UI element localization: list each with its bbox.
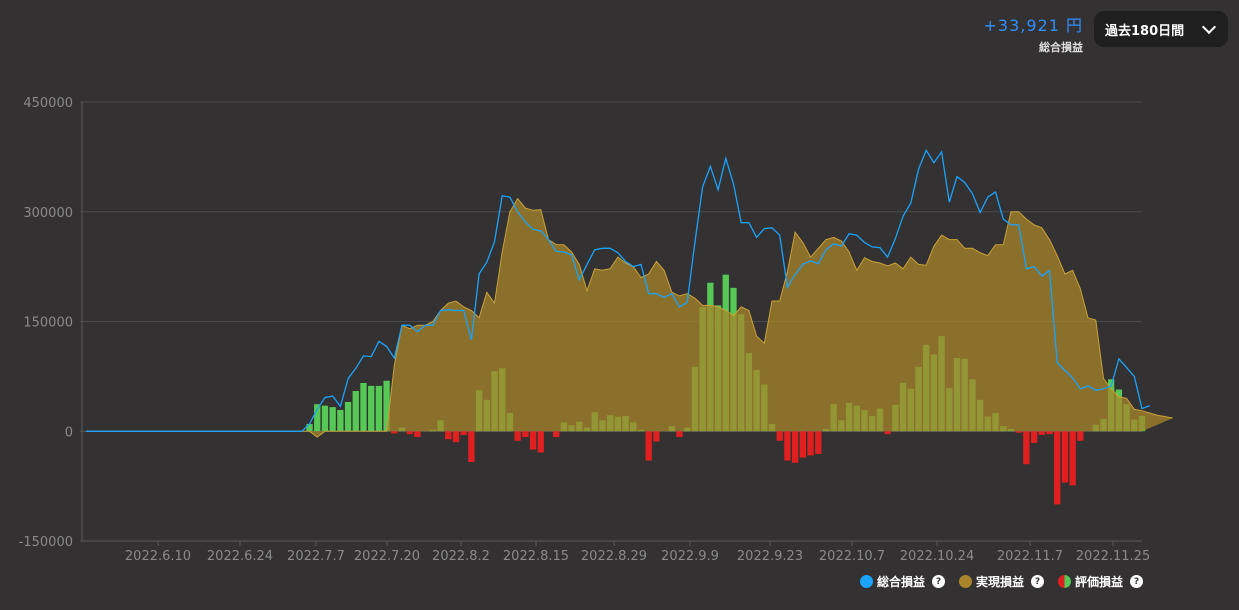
bar-unrealized xyxy=(352,391,359,432)
x-tick-label: 2022.7.7 xyxy=(287,549,345,564)
bar-unrealized xyxy=(1069,431,1076,486)
y-tick-label: 300000 xyxy=(23,206,73,221)
total-line xyxy=(86,148,1150,432)
legend-realized-dot-icon xyxy=(958,575,972,588)
legend-item-realized[interactable]: 実現損益 ? xyxy=(958,573,1044,590)
x-tick-label: 2022.10.24 xyxy=(900,549,974,564)
legend-total-label: 総合損益 xyxy=(876,575,925,589)
total-value: +33,921 円 xyxy=(983,16,1083,35)
bar-unrealized xyxy=(445,431,452,440)
legend-unrealized-split-dot-icon xyxy=(1057,575,1071,588)
bar-unrealized xyxy=(1023,431,1030,465)
bar-unrealized xyxy=(406,431,413,435)
period-select-label: 過去180日間 xyxy=(1105,23,1185,39)
legend-unrealized-label: 評価損益 xyxy=(1074,575,1123,589)
bar-unrealized xyxy=(815,431,822,454)
bar-unrealized xyxy=(368,385,375,432)
bar-unrealized xyxy=(676,431,683,438)
bar-unrealized xyxy=(514,431,521,441)
help-icon[interactable]: ? xyxy=(931,575,945,588)
bar-unrealized xyxy=(306,423,313,432)
bar-unrealized xyxy=(1015,431,1022,433)
x-tick-label: 2022.10.7 xyxy=(819,549,885,564)
bar-unrealized xyxy=(807,431,814,456)
bar-unrealized xyxy=(329,407,336,432)
bar-unrealized xyxy=(314,404,321,432)
bar-unrealized xyxy=(537,431,544,453)
x-tick-label: 2022.8.29 xyxy=(581,549,647,564)
legend-total-dot-icon xyxy=(859,575,873,588)
bar-unrealized xyxy=(1038,431,1045,435)
x-tick-label: 2022.9.23 xyxy=(737,549,803,564)
x-tick-label: 2022.6.24 xyxy=(207,549,273,564)
bar-unrealized xyxy=(1061,431,1069,483)
bar-unrealized xyxy=(553,431,560,438)
bar-unrealized xyxy=(391,431,398,434)
area-realized xyxy=(86,198,1173,438)
bar-unrealized xyxy=(1077,431,1084,441)
bar-unrealized xyxy=(522,431,529,438)
bar-unrealized xyxy=(799,431,807,458)
legend: 総合損益 ? 実現損益 ? 評価損益 ? xyxy=(859,573,1143,590)
bar-unrealized xyxy=(468,431,475,462)
bar-unrealized xyxy=(360,382,367,432)
bar-unrealized xyxy=(383,380,390,432)
bar-unrealized xyxy=(791,431,799,463)
total-summary: +33,921 円 総合損益 xyxy=(984,12,1083,55)
bar-unrealized xyxy=(776,431,783,441)
x-tick-label: 2022.8.15 xyxy=(503,549,569,564)
bar-unrealized xyxy=(460,431,467,435)
bar-unrealized xyxy=(653,431,660,442)
total-label: 総合損益 xyxy=(1039,41,1083,54)
bar-unrealized xyxy=(414,431,421,438)
legend-realized-label: 実現損益 xyxy=(975,575,1024,589)
bar-unrealized xyxy=(784,431,791,461)
legend-item-total[interactable]: 総合損益 ? xyxy=(859,573,945,590)
bar-unrealized xyxy=(645,431,652,461)
period-select[interactable]: 過去180日間 xyxy=(1094,11,1228,47)
help-icon[interactable]: ? xyxy=(1130,575,1143,588)
bar-unrealized xyxy=(1054,431,1061,505)
x-tick-label: 2022.11.25 xyxy=(1076,549,1150,564)
bar-unrealized xyxy=(375,385,383,432)
y-tick-label: -150000 xyxy=(19,535,73,550)
bar-unrealized xyxy=(529,431,537,450)
x-tick-label: 2022.11.7 xyxy=(997,549,1063,564)
bar-unrealized xyxy=(337,410,344,432)
x-tick-label: 2022.7.20 xyxy=(354,549,420,564)
bar-unrealized xyxy=(1030,431,1038,443)
bar-unrealized xyxy=(321,405,329,432)
help-icon[interactable]: ? xyxy=(1030,575,1044,588)
bar-unrealized xyxy=(452,431,460,443)
x-tick-label: 2022.9.9 xyxy=(661,549,719,564)
realized-area xyxy=(86,197,1173,438)
bar-unrealized xyxy=(1046,431,1053,435)
axes: 450000 300000 150000 0 -150000 2022.6.10 2022.… xyxy=(19,96,1151,564)
x-tick-label: 2022.6.10 xyxy=(125,549,191,564)
y-tick-label: 450000 xyxy=(23,96,73,111)
bar-unrealized xyxy=(344,401,352,432)
line-total xyxy=(86,148,1150,432)
bar-unrealized xyxy=(884,431,891,435)
y-tick-label: 0 xyxy=(65,425,73,440)
legend-item-unrealized[interactable]: 評価損益 ? xyxy=(1057,573,1143,590)
x-tick-label: 2022.8.2 xyxy=(432,549,490,564)
y-tick-label: 150000 xyxy=(23,316,73,331)
